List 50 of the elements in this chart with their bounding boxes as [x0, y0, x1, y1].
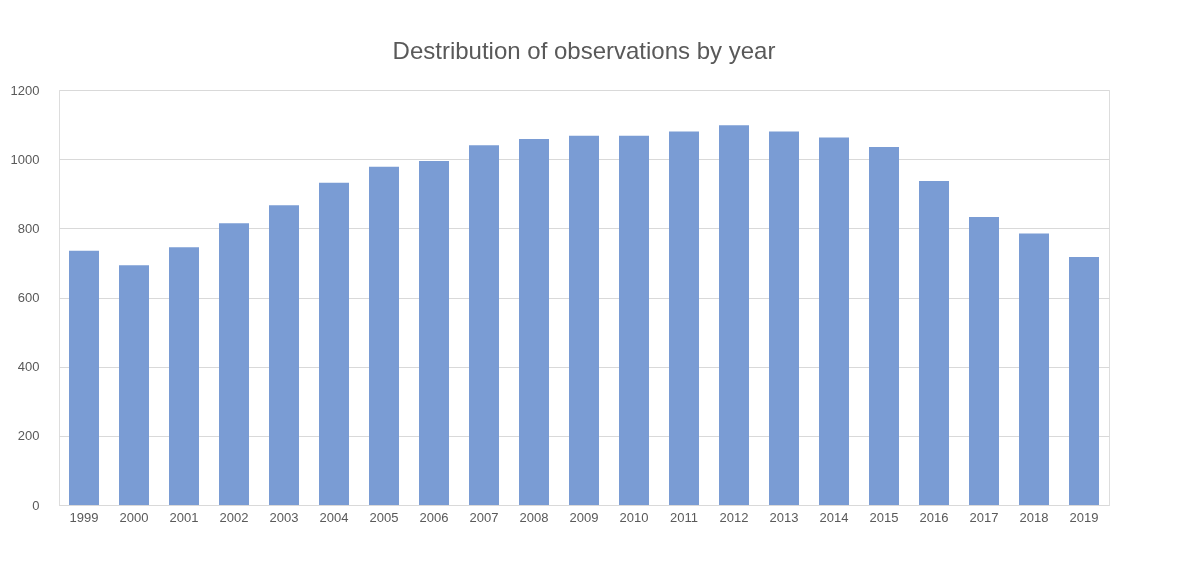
bar	[919, 180, 949, 505]
x-tick-label: 1999	[69, 509, 99, 525]
x-tick-label: 2019	[1069, 509, 1099, 525]
bar	[469, 145, 499, 505]
x-tick-label: 2011	[670, 509, 698, 525]
x-tick-label: 2009	[569, 509, 599, 525]
bar	[569, 135, 599, 505]
bar	[969, 216, 999, 505]
x-tick-label: 2005	[369, 509, 399, 525]
x-tick-label: 2017	[969, 509, 999, 525]
chart-title: Destribution of observations by year	[392, 37, 776, 64]
x-tick-label: 2012	[719, 509, 749, 525]
x-tick-label: 2015	[869, 509, 899, 525]
x-tick-label: 2008	[519, 509, 549, 525]
y-tick-label: 0	[32, 497, 40, 513]
bar	[669, 131, 699, 505]
y-tick-label: 200	[17, 428, 40, 444]
y-tick-label: 1200	[10, 82, 40, 98]
y-tick-label: 600	[17, 290, 40, 305]
bar	[619, 135, 649, 505]
x-tick-label: 2013	[769, 509, 799, 525]
x-tick-label: 2010	[619, 509, 649, 525]
x-tick-label: 2006	[419, 509, 449, 525]
y-tick-label: 400	[17, 359, 40, 375]
bar	[219, 223, 249, 505]
x-tick-label: 2000	[119, 509, 149, 525]
bar	[519, 139, 549, 505]
bar	[869, 147, 899, 505]
x-tick-label: 2002	[219, 509, 249, 525]
x-tick-label: 2018	[1019, 509, 1049, 525]
bar	[169, 247, 199, 505]
bar	[819, 137, 849, 505]
bar	[319, 182, 349, 505]
y-tick-label: 1000	[10, 151, 40, 167]
bar	[69, 250, 99, 505]
bar	[1069, 257, 1099, 505]
bar	[1019, 233, 1049, 505]
x-tick-label: 2016	[919, 509, 949, 525]
y-tick-label: 800	[17, 220, 40, 236]
bar	[769, 131, 799, 505]
x-tick-label: 2004	[319, 509, 349, 525]
bar	[369, 166, 399, 505]
bar	[719, 125, 749, 505]
bar	[269, 205, 299, 505]
x-tick-label: 2003	[269, 509, 299, 525]
x-tick-label: 2014	[819, 509, 849, 525]
bar	[419, 160, 449, 505]
x-tick-label: 2001	[169, 509, 199, 525]
x-tick-label: 2007	[469, 509, 499, 525]
bar	[119, 265, 149, 505]
